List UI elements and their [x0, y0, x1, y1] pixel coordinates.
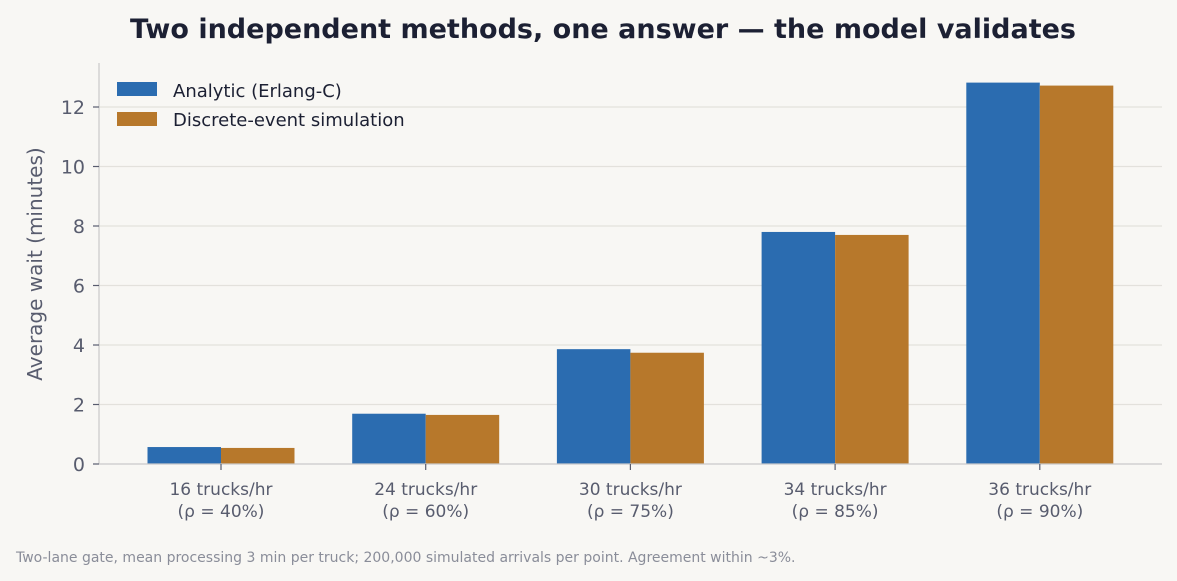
y-tick-label: 8 [73, 216, 85, 238]
x-tick-label: 16 trucks/hr [169, 480, 272, 500]
legend-label-simulation: Discrete-event simulation [173, 110, 405, 131]
x-tick-sublabel: (ρ = 40%) [178, 502, 265, 522]
bar-analytic [761, 231, 836, 464]
y-ticks: 0 2 4 6 8 10 12 [61, 97, 99, 476]
x-tick-label: 36 trucks/hr [988, 480, 1091, 500]
x-tick-sublabel: (ρ = 75%) [587, 502, 674, 522]
y-axis-label: Average wait (minutes) [23, 147, 47, 380]
bar-analytic [147, 447, 221, 464]
y-tick-label: 12 [61, 97, 85, 119]
legend-label-analytic: Analytic (Erlang-C) [173, 81, 342, 102]
chart-title: Two independent methods, one answer — th… [130, 14, 1076, 45]
x-tick-label: 30 trucks/hr [579, 480, 682, 500]
x-tick-sublabel: (ρ = 60%) [382, 502, 469, 522]
bar-simulation [425, 414, 500, 464]
bar-analytic [556, 349, 631, 464]
legend: Analytic (Erlang-C) Discrete-event simul… [117, 81, 405, 131]
y-tick-label: 10 [61, 157, 85, 179]
x-tick-sublabel: (ρ = 90%) [996, 502, 1083, 522]
x-tick-sublabel: (ρ = 85%) [792, 502, 879, 522]
y-tick-label: 6 [73, 276, 85, 298]
bar-analytic [352, 413, 426, 464]
bar-analytic [966, 82, 1040, 464]
bar-simulation [630, 352, 704, 464]
y-tick-label: 0 [73, 454, 85, 476]
bar-simulation [835, 234, 909, 464]
bars [147, 82, 1114, 464]
x-tick-label: 34 trucks/hr [784, 480, 887, 500]
legend-swatch-simulation [117, 112, 157, 126]
x-tick-label: 24 trucks/hr [374, 480, 477, 500]
footnote: Two-lane gate, mean processing 3 min per… [15, 550, 796, 566]
bar-simulation [1039, 85, 1114, 464]
y-tick-label: 2 [73, 395, 85, 417]
y-tick-label: 4 [73, 335, 85, 357]
legend-swatch-analytic [117, 82, 157, 96]
bar-simulation [221, 447, 295, 464]
x-ticks: 16 trucks/hr(ρ = 40%) 24 trucks/hr(ρ = 60… [169, 464, 1091, 522]
